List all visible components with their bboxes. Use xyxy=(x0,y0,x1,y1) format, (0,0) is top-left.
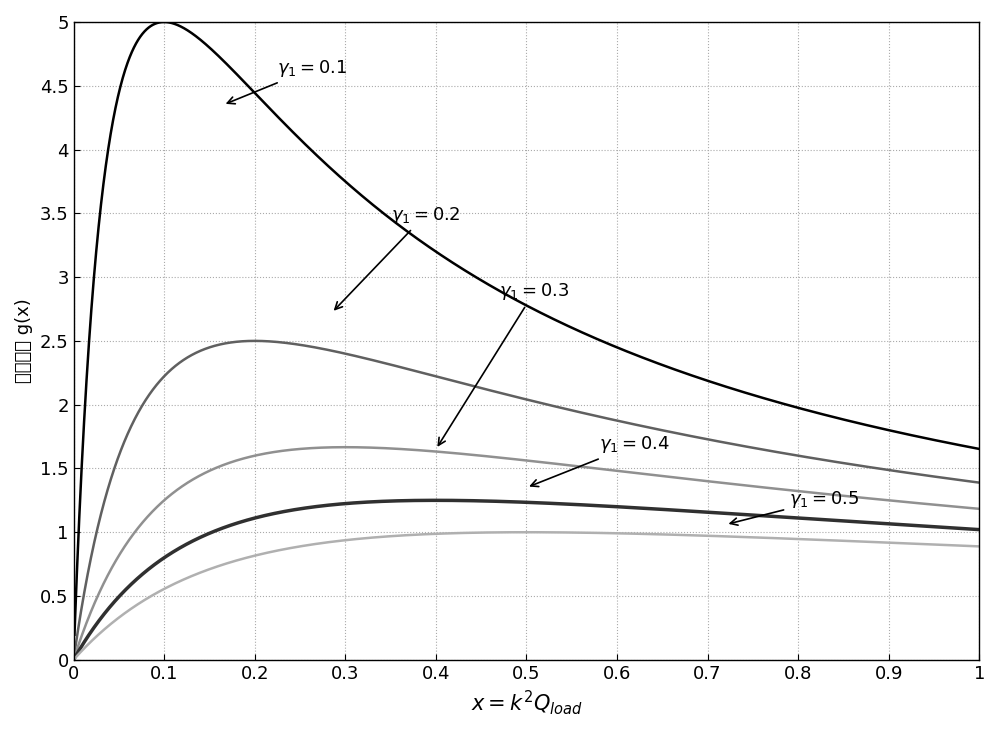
Text: $\gamma_1 = 0.5$: $\gamma_1 = 0.5$ xyxy=(730,489,859,525)
Text: $\gamma_1 = 0.3$: $\gamma_1 = 0.3$ xyxy=(438,281,570,445)
Text: $\gamma_1 = 0.2$: $\gamma_1 = 0.2$ xyxy=(335,205,460,310)
Y-axis label: 传输因子 g(x): 传输因子 g(x) xyxy=(15,299,33,384)
X-axis label: $x = k^2 Q_{load}$: $x = k^2 Q_{load}$ xyxy=(471,688,582,717)
Text: $\gamma_1 = 0.1$: $\gamma_1 = 0.1$ xyxy=(227,58,348,104)
Text: $\gamma_1 = 0.4$: $\gamma_1 = 0.4$ xyxy=(531,434,670,487)
